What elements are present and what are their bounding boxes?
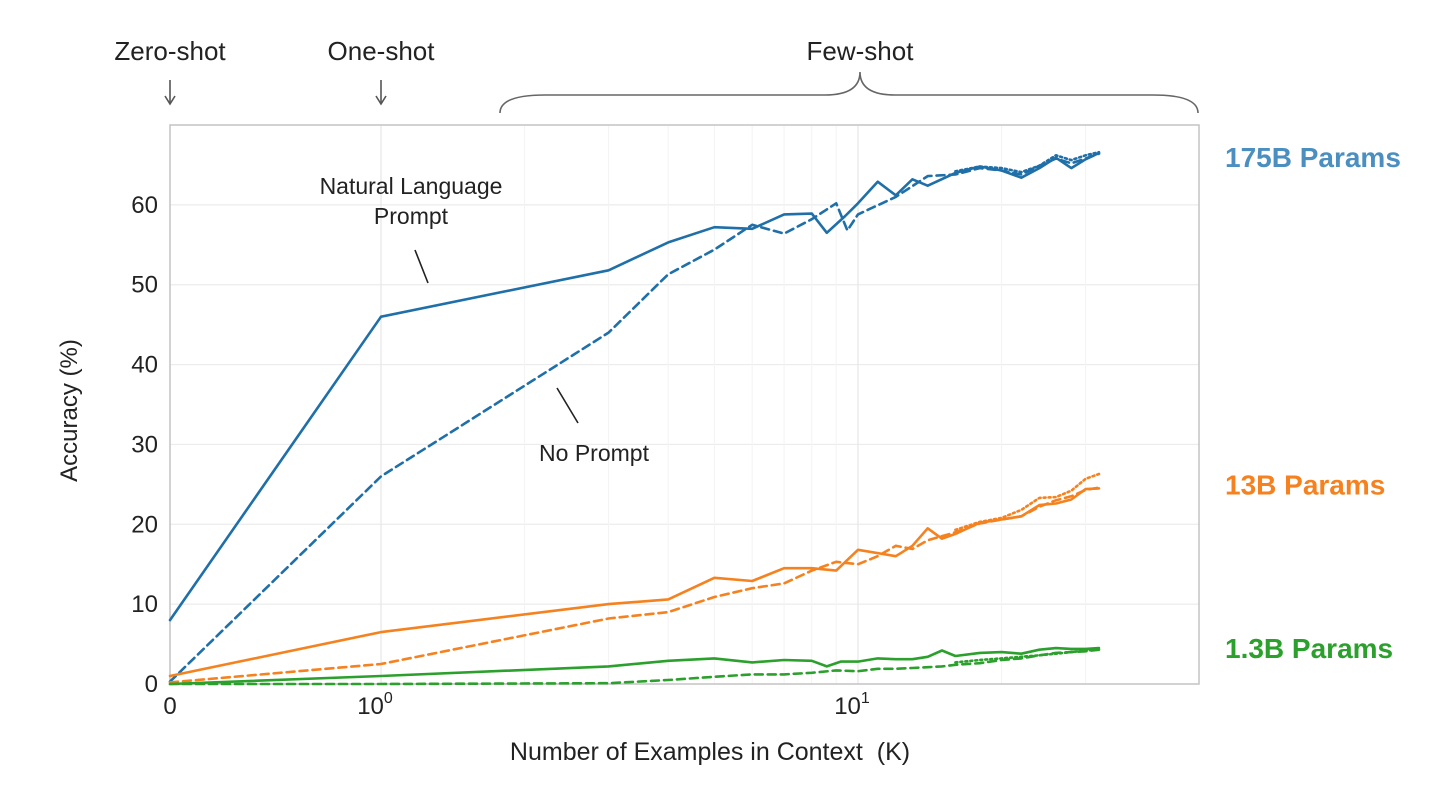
model-label: 1.3B Params <box>1225 633 1393 664</box>
annotation-natural-language-prompt: Natural Language <box>320 173 503 199</box>
series-175B-solid <box>168 151 1101 622</box>
arrow-head-icon <box>164 95 176 106</box>
y-tick-label: 50 <box>131 272 158 299</box>
x-tick-label: 100 <box>357 690 393 720</box>
series-1.3B-dotted <box>954 648 1101 664</box>
y-tick-label: 40 <box>131 352 158 379</box>
grid <box>169 125 1199 685</box>
annotations: Natural Language Prompt No Prompt <box>320 173 650 466</box>
few-shot-brace <box>499 71 1199 114</box>
y-tick-label: 30 <box>131 431 158 458</box>
y-tick-label: 10 <box>131 591 158 618</box>
series-13B-dashed <box>168 486 1101 684</box>
x-tick-exponent: 0 <box>384 690 393 707</box>
plot-frame <box>169 124 1200 685</box>
series-13B-solid <box>168 487 1101 678</box>
x-axis-ticks: 0 100 101 <box>163 690 870 720</box>
x-tick-exponent: 1 <box>861 690 870 707</box>
x-tick-label: 0 <box>163 693 176 720</box>
annotation-no-prompt: No Prompt <box>539 440 650 466</box>
y-tick-label: 20 <box>131 511 158 538</box>
model-label: 13B Params <box>1225 469 1385 500</box>
y-axis-label: Accuracy (%) <box>56 339 83 482</box>
x-tick-label: 101 <box>834 690 870 720</box>
arrow-head-icon <box>375 95 387 106</box>
y-axis-ticks: 0 10 20 30 40 50 60 <box>131 192 158 698</box>
annotation-pointer <box>414 249 429 284</box>
annotation-natural-language-prompt: Prompt <box>374 203 449 229</box>
model-labels: 175B Params 13B Params 1.3B Params <box>1225 142 1401 664</box>
y-tick-label: 0 <box>145 671 158 698</box>
series-13B-dotted <box>954 472 1101 532</box>
shot-regions: Zero-shot One-shot Few-shot <box>114 36 1199 114</box>
series-1.3B-solid <box>168 646 1101 686</box>
y-tick-label: 60 <box>131 192 158 219</box>
x-tick-base: 10 <box>834 693 861 720</box>
series-layer <box>168 150 1101 686</box>
region-label: Few-shot <box>807 36 915 66</box>
x-tick-base: 0 <box>163 693 176 720</box>
region-label: Zero-shot <box>114 36 226 66</box>
region-label: One-shot <box>328 36 436 66</box>
x-tick-base: 10 <box>357 693 384 720</box>
annotation-pointer <box>556 387 579 424</box>
x-axis-label: Number of Examples in Context (K) <box>510 738 910 766</box>
model-label: 175B Params <box>1225 142 1401 173</box>
series-175B-dotted <box>954 150 1101 174</box>
